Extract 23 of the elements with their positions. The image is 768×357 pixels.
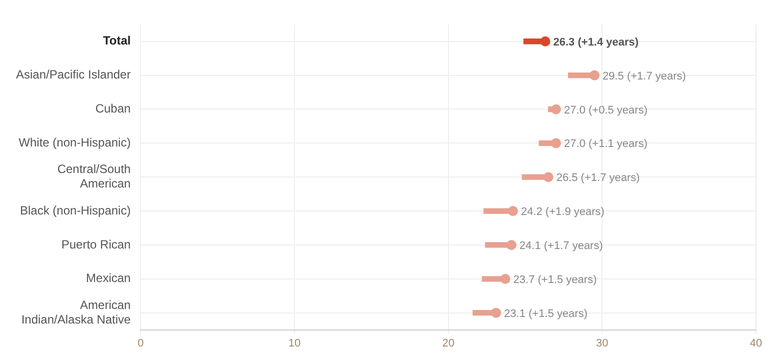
y-tick-label: White (non-Hispanic) [18, 135, 131, 150]
y-tick-label: Mexican [86, 271, 131, 286]
x-tick-label: 20 [442, 337, 454, 350]
y-tick-label: American Indian/Alaska Native [21, 298, 132, 326]
y-tick-label: Asian/Pacific Islander [16, 68, 131, 82]
data-label: 23.7 (+1.5 years) [513, 274, 597, 286]
y-tick-label: Black (non-Hispanic) [20, 203, 131, 218]
data-label: 27.0 (+1.1 years) [564, 138, 648, 150]
data-label: 29.5 (+1.7 years) [602, 70, 686, 82]
x-tick-label: 0 [138, 337, 144, 350]
data-label: 26.5 (+1.7 years) [556, 172, 640, 184]
data-label: 24.2 (+1.9 years) [520, 206, 604, 218]
x-tick-label: 40 [750, 337, 762, 350]
data-label: 23.1 (+1.5 years) [504, 308, 588, 320]
data-label: 27.0 (+0.5 years) [564, 104, 648, 116]
y-tick-label: Puerto Rican [61, 237, 131, 252]
y-tick-label: Cuban [95, 102, 131, 116]
y-tick-label: Central/South American [57, 162, 131, 191]
data-label: 24.1 (+1.7 years) [519, 240, 603, 252]
y-tick-label: Total [102, 34, 131, 48]
data-label: 26.3 (+1.4 years) [553, 36, 639, 48]
x-tick-label: 30 [596, 337, 608, 350]
x-tick-label: 10 [288, 337, 301, 350]
